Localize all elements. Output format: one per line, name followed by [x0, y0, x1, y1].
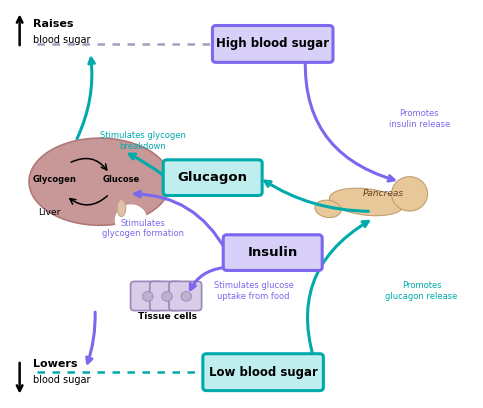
FancyBboxPatch shape — [213, 25, 333, 62]
Text: blood sugar: blood sugar — [33, 35, 90, 45]
Text: Promotes
glucagon release: Promotes glucagon release — [385, 282, 458, 301]
Text: Raises: Raises — [33, 19, 73, 29]
FancyBboxPatch shape — [169, 282, 201, 310]
Text: Liver: Liver — [38, 208, 60, 217]
Ellipse shape — [329, 188, 403, 216]
Ellipse shape — [117, 200, 126, 217]
Text: Promotes
insulin release: Promotes insulin release — [388, 109, 450, 129]
Ellipse shape — [29, 138, 170, 225]
Ellipse shape — [115, 205, 147, 235]
Text: Glucose: Glucose — [103, 175, 140, 184]
Ellipse shape — [181, 292, 192, 301]
Text: Stimulates glucose
uptake from food: Stimulates glucose uptake from food — [213, 282, 294, 301]
Text: Glucagon: Glucagon — [178, 171, 248, 184]
FancyBboxPatch shape — [203, 354, 324, 390]
Text: Lowers: Lowers — [33, 359, 77, 369]
FancyBboxPatch shape — [223, 235, 322, 271]
Ellipse shape — [142, 292, 153, 301]
Ellipse shape — [315, 200, 341, 217]
Text: Tissue cells: Tissue cells — [138, 312, 197, 321]
FancyBboxPatch shape — [163, 160, 262, 195]
Text: Pancreas: Pancreas — [363, 189, 404, 198]
FancyBboxPatch shape — [150, 282, 183, 310]
Text: Low blood sugar: Low blood sugar — [209, 366, 317, 379]
Text: Insulin: Insulin — [248, 246, 298, 259]
Ellipse shape — [162, 292, 172, 301]
FancyBboxPatch shape — [130, 282, 163, 310]
Ellipse shape — [392, 177, 427, 211]
Text: Stimulates glycogen
breakdown: Stimulates glycogen breakdown — [100, 131, 186, 151]
Text: High blood sugar: High blood sugar — [216, 38, 329, 51]
Text: Glycogen: Glycogen — [32, 175, 76, 184]
Text: Stimulates
glycogen formation: Stimulates glycogen formation — [102, 219, 184, 238]
Text: blood sugar: blood sugar — [33, 375, 90, 385]
